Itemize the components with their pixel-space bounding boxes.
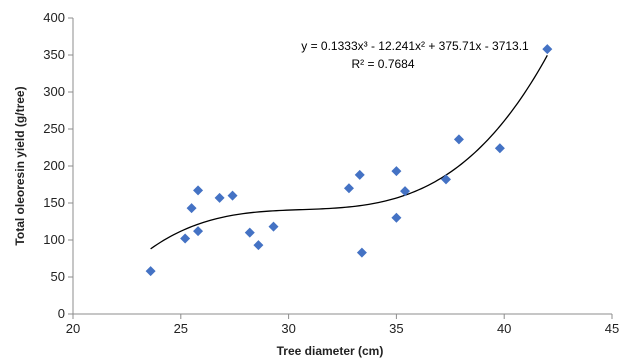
y-tick-label: 200 [43, 158, 65, 173]
data-point [186, 203, 197, 214]
data-point [453, 134, 464, 145]
x-tick-label: 40 [497, 321, 511, 336]
y-tick-label: 100 [43, 232, 65, 247]
data-point [542, 44, 553, 55]
data-point [391, 212, 402, 223]
x-tick-label: 25 [174, 321, 188, 336]
y-tick-label: 50 [51, 269, 65, 284]
r-squared-label: R² = 0.7684 [351, 57, 414, 71]
data-point [354, 169, 365, 180]
y-tick-label: 250 [43, 121, 65, 136]
data-point [214, 192, 225, 203]
data-point [391, 166, 402, 177]
trendline-curve [150, 55, 548, 250]
data-point [180, 233, 191, 244]
y-tick-label: 300 [43, 84, 65, 99]
data-point [253, 240, 264, 251]
data-point [343, 183, 354, 194]
x-tick-label: 20 [66, 321, 80, 336]
labels: y = 0.1333x³ - 12.241x² + 375.71x - 3713… [13, 39, 529, 358]
data-point [244, 227, 255, 238]
data-points [145, 44, 553, 277]
axes: 0 50 100 150 200 250 300 350 400 20 25 30 35 40 45 [43, 10, 619, 336]
data-point [494, 143, 505, 154]
x-tick-label: 45 [605, 321, 619, 336]
y-axis-title: Total oleoresin yield (g/tree) [13, 86, 27, 245]
data-point [193, 185, 204, 196]
y-tick-label: 0 [58, 306, 65, 321]
data-point [268, 221, 279, 232]
data-point [356, 247, 367, 258]
y-tick-label: 350 [43, 47, 65, 62]
x-axis-title: Tree diameter (cm) [277, 344, 384, 358]
x-tick-label: 35 [389, 321, 403, 336]
y-tick-label: 150 [43, 195, 65, 210]
data-point [145, 266, 156, 277]
data-point [227, 190, 238, 201]
x-tick-label: 30 [281, 321, 295, 336]
trendline-group [150, 55, 548, 250]
data-point [193, 226, 204, 237]
data-point [400, 186, 411, 197]
y-tick-label: 400 [43, 10, 65, 25]
trendline-equation: y = 0.1333x³ - 12.241x² + 375.71x - 3713… [301, 39, 529, 53]
data-point [440, 174, 451, 185]
